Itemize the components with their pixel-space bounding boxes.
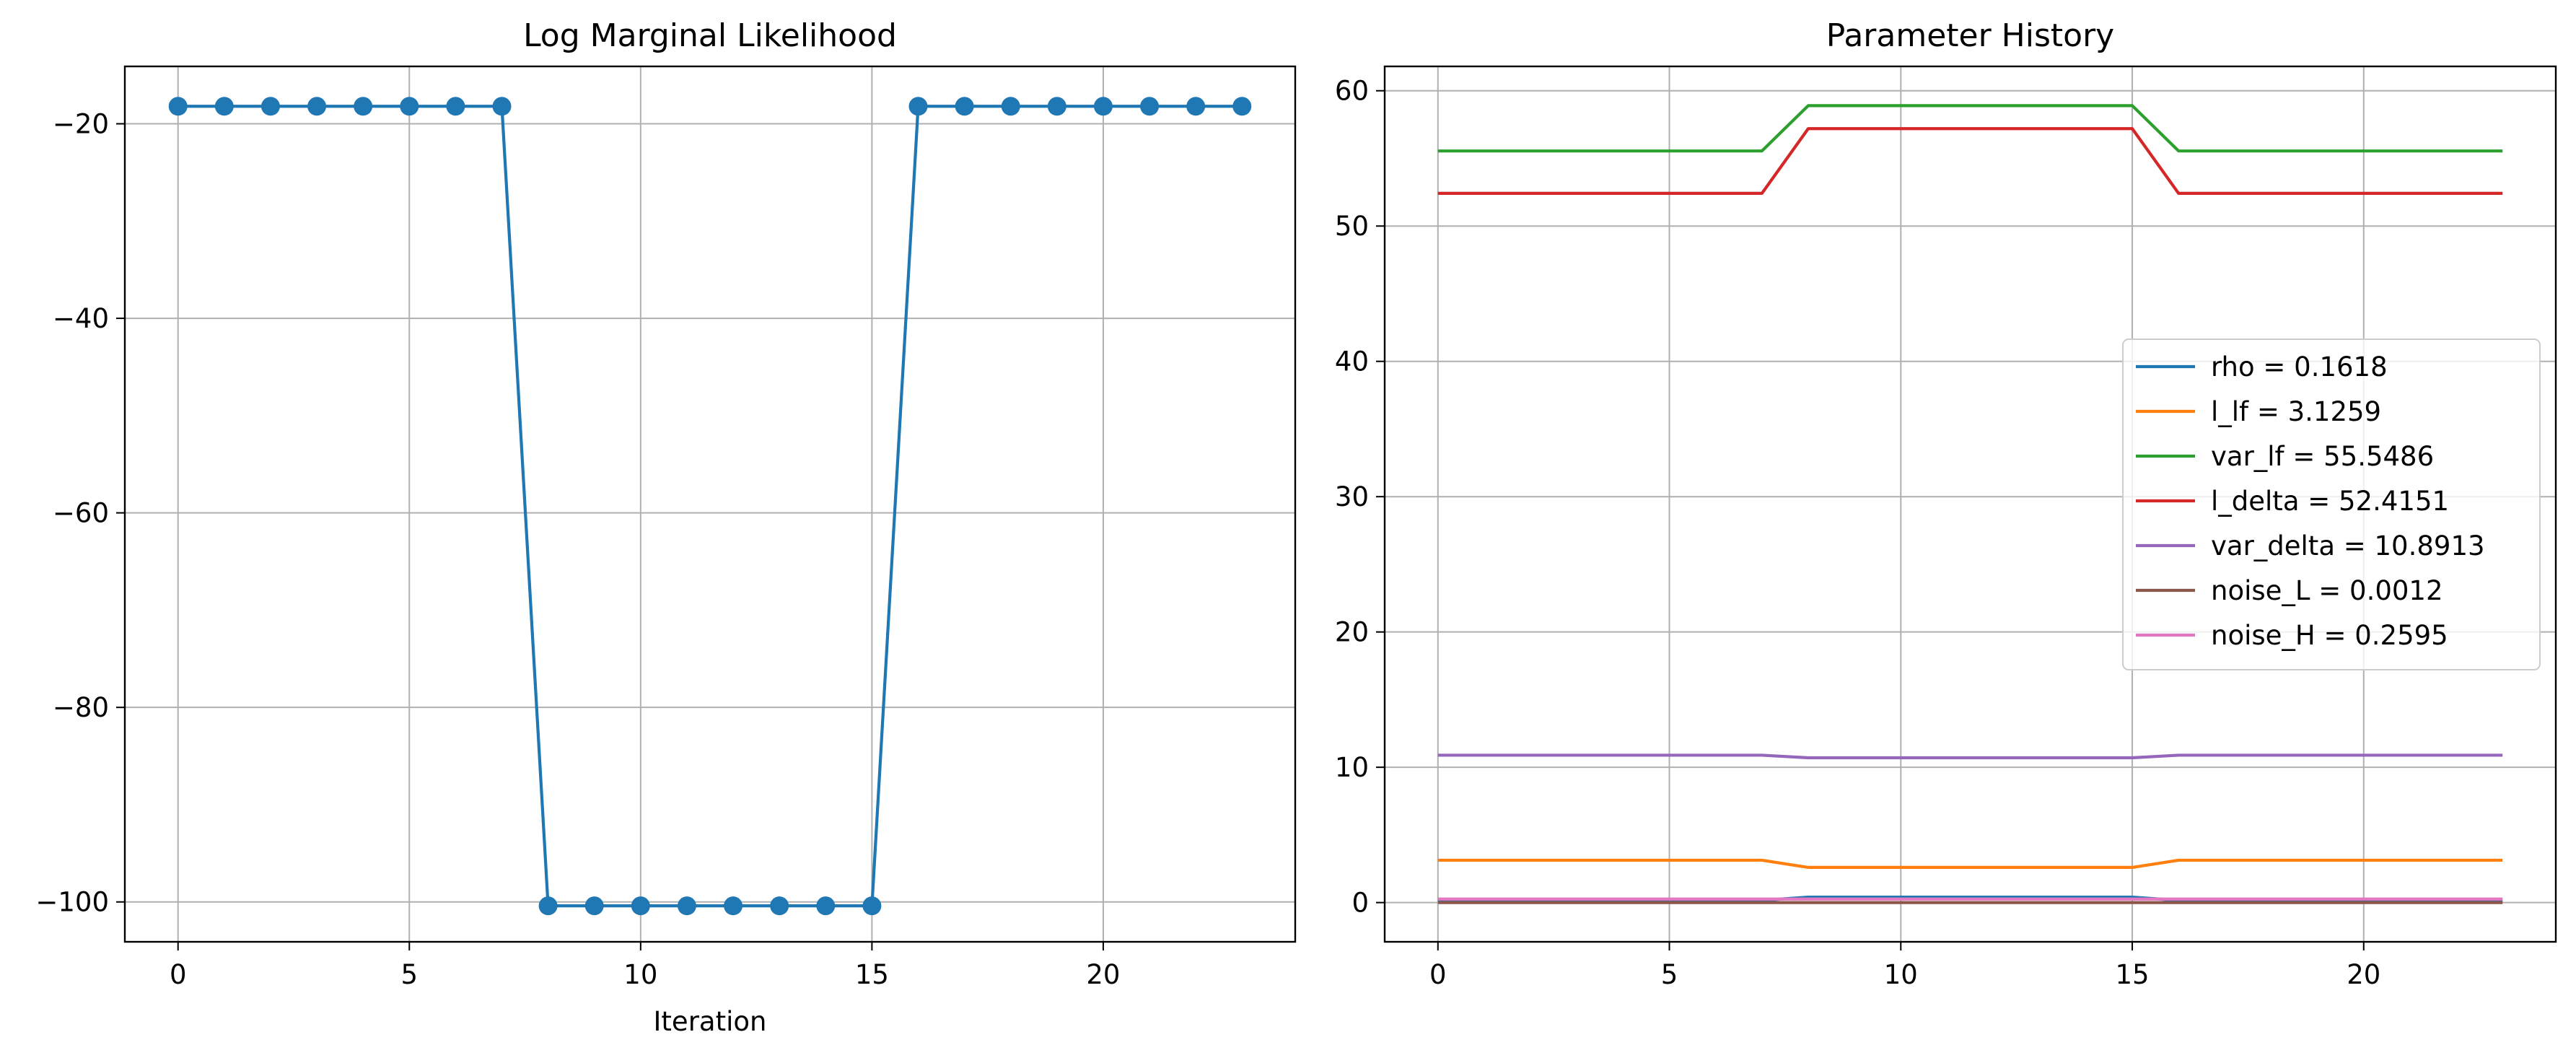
data-point	[955, 97, 974, 116]
legend-box	[2122, 338, 2541, 670]
data-point	[492, 97, 512, 116]
y-tick-label: −40	[53, 303, 109, 334]
data-point	[770, 896, 789, 916]
parameter-history-plot: 0 5 10 15 20 0 10 20 30 40 50 60 Parameter History rh…	[1335, 17, 2557, 990]
series-line-0	[178, 105, 1243, 908]
series-line-4	[1437, 753, 2503, 760]
y-tick-label: 20	[1335, 617, 1369, 648]
y-tick-label: −80	[53, 692, 109, 723]
legend-label-5: noise_L = 0.0012	[2211, 575, 2443, 606]
data-point	[354, 97, 373, 116]
data-point	[168, 97, 188, 116]
data-point	[724, 896, 743, 916]
y-tick-label: −60	[53, 498, 109, 529]
data-point	[908, 97, 928, 116]
data-point	[1140, 97, 1160, 116]
legend-label-1: l_lf = 3.1259	[2211, 396, 2381, 427]
axes-frame	[123, 65, 1297, 943]
data-point	[1232, 97, 1252, 116]
x-tick-label: 20	[1086, 959, 1120, 990]
y-tick-label: 40	[1335, 346, 1369, 377]
data-point	[214, 97, 234, 116]
data-point	[631, 896, 650, 916]
y-tick-label: 0	[1351, 888, 1369, 919]
y-tick-label: −20	[53, 109, 109, 140]
x-tick-label: 10	[1884, 959, 1918, 990]
chart-title: Parameter History	[1826, 17, 2114, 54]
legend-label-6: noise_H = 0.2595	[2211, 620, 2448, 651]
chart-title: Log Marginal Likelihood	[523, 17, 897, 54]
series-line-3	[1437, 127, 2503, 195]
series-line-2	[1437, 104, 2503, 153]
data-point	[1001, 97, 1020, 116]
legend-label-3: l_delta = 52.4151	[2211, 486, 2449, 517]
data-point	[1186, 97, 1206, 116]
y-tick-label: −100	[35, 887, 109, 918]
data-point	[677, 896, 696, 916]
y-tick-label: 30	[1335, 481, 1369, 512]
data-point	[446, 97, 465, 116]
x-tick-label: 15	[855, 959, 889, 990]
x-tick-label: 0	[170, 959, 187, 990]
x-tick-label: 5	[1661, 959, 1678, 990]
data-point	[584, 896, 604, 916]
data-point	[538, 896, 558, 916]
data-point	[400, 97, 419, 116]
y-tick-label: 10	[1335, 752, 1369, 783]
data-point	[816, 896, 836, 916]
data-point	[260, 97, 280, 116]
legend-label-0: rho = 0.1618	[2211, 351, 2388, 382]
data-point	[1093, 97, 1113, 116]
x-axis-label: Iteration	[654, 1006, 767, 1037]
x-tick-label: 10	[623, 959, 657, 990]
log-likelihood-plot: 0 5 10 15 20 −20 −40 −60 −80 −100 Log Marginal Lik…	[35, 17, 1297, 1037]
x-tick-label: 5	[401, 959, 419, 990]
y-tick-label: 50	[1335, 211, 1369, 242]
data-point	[862, 896, 882, 916]
y-tick-label: 60	[1335, 76, 1369, 107]
legend-label-4: var_delta = 10.8913	[2211, 530, 2485, 561]
axes-frame	[1383, 65, 2557, 943]
x-tick-label: 20	[2347, 959, 2380, 990]
data-point	[1047, 97, 1066, 116]
legend-label-2: var_lf = 55.5486	[2211, 441, 2434, 472]
data-point	[307, 97, 327, 116]
x-tick-label: 0	[1429, 959, 1447, 990]
x-tick-label: 15	[2115, 959, 2149, 990]
series-line-1	[1437, 858, 2503, 869]
